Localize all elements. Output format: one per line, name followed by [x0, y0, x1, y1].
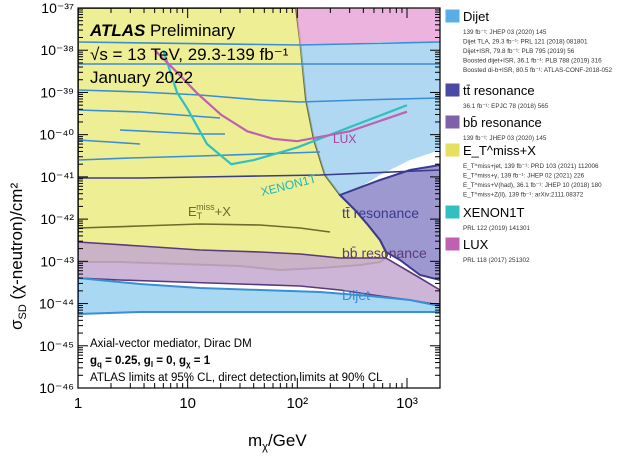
etmiss-curve-6	[78, 169, 440, 179]
x-tick-label: 1	[74, 395, 82, 412]
etmiss-curve-2	[78, 109, 221, 119]
legend-reference: 36.1 fb⁻¹: EPJC 78 (2018) 565	[463, 103, 549, 110]
ttbar-region-label: tt̄ resonance	[342, 205, 419, 221]
y-tick-label: 10⁻⁴⁶	[39, 380, 74, 396]
x-tick-label: 10²	[286, 395, 308, 412]
legend-entry-name: tt̄ resonance	[463, 83, 535, 98]
etmiss-curve-7	[78, 223, 331, 233]
model-annotation: Axial-vector mediator, Dirac DM	[90, 338, 252, 350]
legend-reference: PRL 118 (2017) 251302	[463, 257, 530, 264]
lux-curve	[153, 49, 408, 143]
legend-reference: Dijet TLA, 29.3 fb⁻¹: PRL 121 (2018) 081…	[463, 39, 588, 46]
couplings-annotation: gq = 0.25, gl = 0, gχ = 1	[90, 355, 211, 369]
legend-reference: PRL 122 (2019) 141301	[463, 225, 530, 232]
legend-reference: Boosted di-b+ISR, 80.5 fb⁻¹: ATLAS-CONF-…	[463, 67, 612, 74]
bbbar-region-label: bb̄ resonance	[342, 245, 427, 261]
lux-region-label: LUX	[333, 132, 356, 146]
bbbar-region	[78, 241, 440, 306]
legend-swatch	[445, 83, 460, 97]
date-label: January 2022	[90, 68, 193, 87]
y-tick-label: 10⁻⁴⁰	[39, 127, 74, 143]
etmiss-curve-3	[119, 129, 225, 135]
legend-reference: Dijet+ISR, 79.8 fb⁻¹: PLB 795 (2019) 56	[463, 48, 575, 55]
legend: Dijet 139 fb⁻¹: JHEP 03 (2020) 145 Dijet T…	[445, 9, 612, 264]
etmiss-region-label: ETmiss+X	[188, 202, 231, 221]
y-tick-label: 10⁻⁴⁴	[39, 296, 74, 312]
preliminary-label: Preliminary	[150, 21, 236, 40]
plot-frame	[77, 7, 441, 389]
legend-reference: E_T^miss+γ, 139 fb⁻¹: JHEP 02 (2021) 226	[463, 173, 585, 180]
lux-region	[296, 8, 440, 45]
atlas-logo-text: ATLAS	[89, 21, 146, 40]
legend-entry-name: XENON1T	[463, 205, 524, 220]
energy-label: √s = 13 TeV, 29.3-139 fb⁻¹	[90, 45, 289, 64]
legend-reference: E_T^miss+jet, 139 fb⁻¹: PRD 103 (2021) 1…	[463, 163, 599, 170]
dijet-band-low	[299, 97, 440, 103]
legend-reference: Boosted dijet+ISR, 36.1 fb⁻¹: PLB 788 (2…	[463, 58, 602, 65]
legend-swatch	[445, 115, 460, 129]
legend-swatch	[445, 9, 460, 23]
legend-reference: E_T^miss+Z(ll), 139 fb⁻¹: arXiv:2111.083…	[463, 192, 584, 199]
legend-entry-name: LUX	[463, 237, 489, 252]
dijet-low-region	[78, 276, 440, 316]
y-tick-label: 10⁻⁴²	[40, 211, 74, 227]
y-tick-label: 10⁻³⁷	[41, 0, 74, 16]
etmiss-curve-4	[78, 139, 141, 145]
legend-entry-name: Dijet	[463, 9, 489, 24]
y-tick-label: 10⁻³⁹	[40, 84, 74, 100]
legend-reference: 139 fb⁻¹: JHEP 03 (2020) 145	[463, 29, 547, 36]
legend-swatch	[445, 237, 460, 251]
y-tick-label: 10⁻⁴³	[40, 253, 74, 269]
legend-swatch	[445, 205, 460, 219]
legend-reference: 139 fb⁻¹: JHEP 03 (2020) 145	[463, 135, 547, 142]
cl-annotation: ATLAS limits at 95% CL, direct detection…	[90, 372, 383, 384]
legend-entry-name: E_T^miss+X	[463, 143, 536, 158]
legend-swatch	[445, 143, 460, 157]
dijet-band-top	[78, 41, 440, 46]
y-axis-label: σSD (χ-neutron)/cm²	[7, 183, 29, 330]
x-tick-label: 10	[179, 395, 196, 412]
x-axis-label: mχ/GeV	[248, 431, 307, 453]
y-tick-label: 10⁻³⁸	[40, 42, 74, 58]
y-tick-label: 10⁻⁴⁵	[39, 338, 74, 354]
dijet-region-label: Dijet	[342, 287, 370, 303]
legend-reference: E_T^miss+V(had), 36.1 fb⁻¹: JHEP 10 (201…	[463, 182, 602, 189]
y-tick-label: 10⁻⁴¹	[40, 169, 74, 185]
legend-entry-name: bb̄ resonance	[463, 115, 542, 130]
x-tick-label: 10³	[396, 395, 418, 412]
